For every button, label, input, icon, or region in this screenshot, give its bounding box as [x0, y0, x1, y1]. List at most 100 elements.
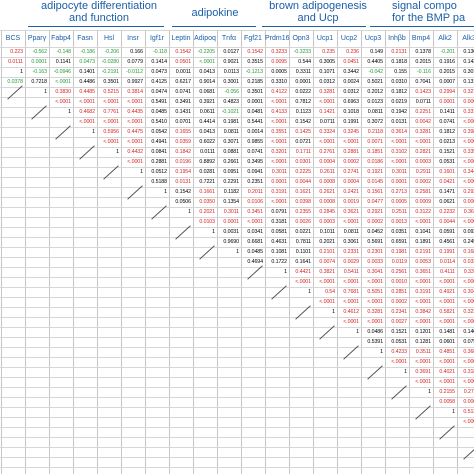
- table-cell: 1: [212, 229, 215, 235]
- diagonal-divider: [389, 387, 409, 397]
- table-cell: <.0001: [463, 299, 474, 305]
- table-cell: 0.2994: [439, 89, 455, 95]
- table-cell: 0.4133: [271, 109, 287, 115]
- table-cell: 0.1722: [271, 259, 287, 265]
- grid-line-horizontal: [0, 307, 474, 308]
- grid-line-vertical: [433, 30, 434, 474]
- table-cell: <.0001: [439, 279, 455, 285]
- table-cell: 0.9014: [199, 79, 215, 85]
- table-cell: 0.1401: [79, 69, 95, 75]
- table-cell: 0.0359: [175, 139, 191, 145]
- table-cell: <.0001: [391, 159, 407, 165]
- table-cell: 0.0281: [199, 169, 215, 175]
- table-cell: 0.0341: [247, 229, 263, 235]
- table-cell: 0.9690: [223, 239, 239, 245]
- table-cell: <.0001: [439, 359, 455, 365]
- table-cell: 0.0033: [367, 259, 383, 265]
- diagonal-divider: [173, 227, 193, 237]
- table-cell: 0.3981: [463, 129, 474, 135]
- table-cell: 0.3181: [271, 219, 287, 225]
- table-cell: 0.5691: [367, 239, 383, 245]
- table-cell: 1: [457, 427, 474, 437]
- table-cell: <.0001: [415, 219, 431, 225]
- table-cell: -0.206: [104, 49, 119, 55]
- table-cell: 0.0841: [151, 149, 167, 155]
- table-cell: <.0001: [463, 359, 474, 365]
- table-cell: 0.3691: [415, 369, 431, 375]
- table-cell: 0.5441: [247, 119, 263, 125]
- table-cell: 0.1123: [295, 109, 311, 115]
- table-cell: 0.0219: [391, 99, 407, 105]
- table-cell: 0.2301: [367, 249, 383, 255]
- grid-line-horizontal: [0, 267, 474, 268]
- grid-line-horizontal: [0, 227, 474, 228]
- table-cell: 0.2185: [247, 79, 263, 85]
- table-cell: <.0001: [463, 119, 474, 125]
- table-cell: 0.2015: [439, 69, 455, 75]
- table-cell: 0.0003: [319, 219, 335, 225]
- table-cell: 0.2191: [415, 249, 431, 255]
- table-cell: 0.4475: [127, 129, 143, 135]
- grid-line-horizontal: [0, 447, 474, 448]
- table-cell: 0.0131: [391, 119, 407, 125]
- table-cell: 0.1842: [175, 149, 191, 155]
- table-cell: 0.3515: [247, 59, 263, 65]
- table-cell: -0.1021: [221, 109, 239, 115]
- table-cell: 0.0881: [223, 149, 239, 155]
- table-cell: 0.3311: [295, 69, 311, 75]
- table-cell: 0.1655: [175, 129, 191, 135]
- table-cell: 0.0413: [199, 129, 215, 135]
- grid-line-vertical: [313, 30, 314, 474]
- table-cell: 0.7812: [295, 99, 311, 105]
- grid-line-vertical: [385, 30, 386, 474]
- table-cell: 0.0002: [391, 299, 407, 305]
- table-cell: 0.3451: [247, 209, 263, 215]
- table-cell: 0.0027: [391, 319, 407, 325]
- table-cell: 0.0044: [439, 219, 455, 225]
- table-cell: 0.0186: [367, 159, 383, 165]
- table-cell: 0.0103: [199, 219, 215, 225]
- table-cell: 0.3011: [223, 209, 239, 215]
- table-cell: 0.0001: [463, 99, 474, 105]
- table-cell: 0.2611: [319, 169, 335, 175]
- table-cell: 0.1818: [391, 59, 407, 65]
- grid-line-horizontal: [0, 87, 474, 88]
- table-cell: 0.5491: [151, 99, 167, 105]
- table-cell: 0.0111: [200, 149, 215, 155]
- table-cell: 1: [20, 69, 23, 75]
- table-cell: 0.0310: [391, 79, 407, 85]
- table-cell: 0.1201: [415, 329, 431, 335]
- group-label-line: adipokine: [191, 7, 239, 19]
- table-cell: 0.7221: [199, 179, 215, 185]
- table-cell: 0.0473: [79, 59, 95, 65]
- table-cell: 0.0350: [199, 199, 215, 205]
- table-cell: 0.0213: [439, 139, 455, 145]
- diagonal-divider: [197, 247, 217, 257]
- table-cell: 0.1378: [415, 49, 431, 55]
- table-cell: 0.1421: [319, 109, 335, 115]
- grid-line-vertical: [265, 30, 266, 474]
- table-cell: 0.4125: [151, 79, 167, 85]
- diagonal-divider: [365, 367, 385, 377]
- table-cell: 0.0501: [175, 59, 191, 65]
- table-cell: 0.1542: [175, 49, 191, 55]
- table-cell: 0.0004: [343, 179, 359, 185]
- table-cell: 0.4405: [367, 59, 383, 65]
- table-cell: 0.1366: [463, 49, 474, 55]
- table-cell: 0.6022: [199, 139, 215, 145]
- table-cell: 0.0621: [439, 199, 455, 205]
- grid-line-horizontal: [0, 417, 474, 418]
- group-label-line: and function: [69, 12, 129, 24]
- table-cell: 0.2232: [439, 209, 455, 215]
- table-cell: 0.0113: [223, 69, 239, 75]
- table-cell: 0.235: [322, 49, 335, 55]
- grid-line-vertical: [409, 30, 410, 474]
- grid-line-vertical: [457, 30, 458, 474]
- table-cell: 0.3281: [367, 309, 383, 315]
- grid-line-horizontal: [0, 197, 474, 198]
- table-cell: <.0001: [463, 219, 474, 225]
- table-cell: 0.3233: [271, 49, 287, 55]
- table-cell: 0.2821: [415, 149, 431, 155]
- table-cell: 0.1661: [199, 189, 215, 195]
- group-label-line: for the BMP pa: [392, 12, 466, 24]
